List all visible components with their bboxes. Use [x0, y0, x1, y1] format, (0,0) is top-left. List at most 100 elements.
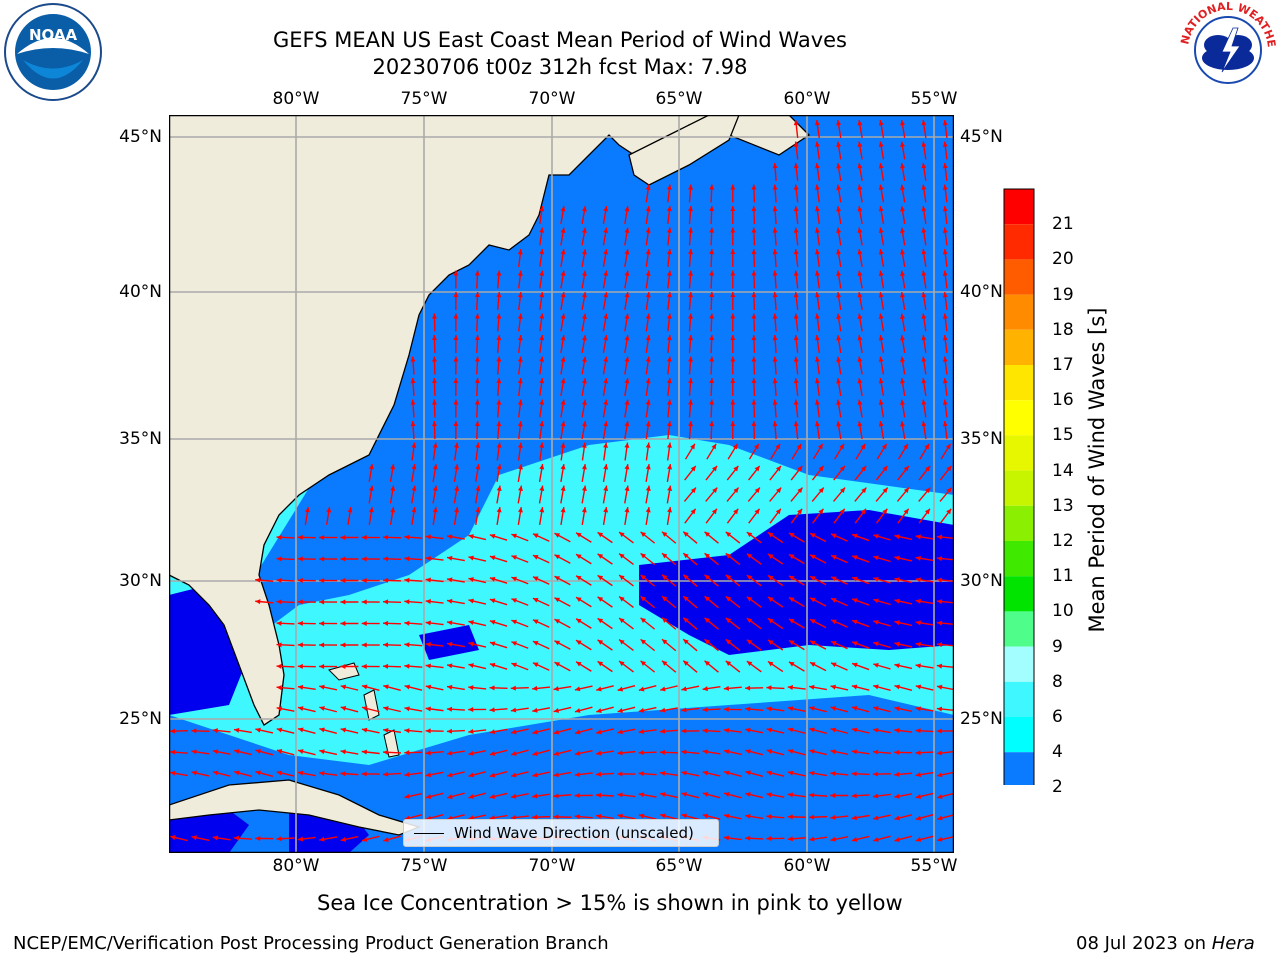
wind-arrow-head — [603, 292, 609, 298]
wind-arrow-head — [425, 642, 431, 648]
colorbar-segment — [1004, 365, 1034, 401]
wind-arrow-head — [532, 751, 538, 756]
wind-arrow-head — [659, 749, 666, 755]
wind-arrow-head — [921, 378, 927, 384]
wind-arrow-head — [882, 465, 888, 472]
wind-arrow-head — [340, 599, 346, 605]
wind-arrow-head — [517, 399, 523, 405]
wind-arrow-head — [255, 770, 261, 776]
wind-arrow-head — [857, 206, 863, 212]
wind-arrow-head — [942, 249, 948, 255]
wind-arrow-head — [447, 534, 453, 540]
wind-arrow-head — [921, 399, 927, 405]
wind-arrow-head — [640, 660, 647, 666]
wind-arrow-head — [903, 443, 908, 450]
wind-arrow-head — [711, 465, 718, 472]
wind-arrow-head — [830, 706, 837, 711]
wind-arrow-head — [903, 465, 909, 472]
wind-arrow-head — [900, 141, 906, 147]
credit-text: NCEP/EMC/Verification Post Processing Pr… — [13, 933, 609, 954]
wind-arrow-head — [468, 685, 474, 691]
wind-arrow-head — [881, 443, 887, 450]
wind-arrow-head — [474, 335, 480, 341]
wind-arrow-head — [730, 356, 736, 362]
wind-arrow-head — [404, 663, 410, 669]
wind-arrow-head — [361, 577, 367, 583]
wind-arrow-head — [298, 706, 304, 712]
wind-arrow-head — [924, 443, 930, 450]
wind-arrow-head — [617, 813, 623, 819]
wind-arrow-head — [772, 206, 778, 212]
wind-arrow-head — [404, 556, 410, 562]
wind-arrow-head — [581, 399, 587, 405]
wind-arrow-head — [767, 639, 774, 645]
wind-arrow-head — [751, 292, 757, 298]
wind-arrow-head — [532, 685, 538, 691]
wind-arrow-head — [915, 641, 921, 647]
wind-arrow-head — [532, 533, 539, 539]
wind-arrow-head — [619, 639, 625, 645]
colorbar-tick-label: 2 — [1052, 777, 1063, 798]
wind-arrow-head — [921, 249, 927, 255]
wind-arrow-head — [411, 485, 417, 491]
wind-arrow-head — [340, 556, 346, 562]
wind-arrow-head — [745, 813, 751, 819]
wind-arrow-head — [597, 575, 604, 581]
wind-arrow-head — [793, 378, 799, 384]
wind-arrow-head — [797, 487, 803, 494]
wind-arrow-head — [619, 553, 625, 559]
wind-arrow-head — [894, 749, 900, 755]
wind-arrow-head — [702, 728, 708, 734]
wind-arrow-head — [683, 639, 689, 645]
wind-arrow-head — [581, 270, 587, 276]
wind-arrow-head — [645, 356, 651, 362]
wind-arrow-head — [404, 599, 410, 605]
wind-arrow-head — [361, 534, 367, 540]
wind-arrow-head — [851, 749, 858, 755]
wind-arrow-head — [453, 292, 459, 298]
wind-arrow-head — [745, 727, 751, 733]
wind-arrow-head — [475, 464, 481, 470]
wind-arrow-head — [660, 707, 666, 713]
wind-arrow-head — [517, 292, 523, 298]
wind-arrow-head — [404, 577, 410, 583]
wind-arrow-head — [900, 421, 906, 427]
wind-arrow-head — [818, 465, 824, 472]
wind-arrow-head — [942, 313, 948, 319]
wind-arrow-head — [383, 620, 389, 626]
wind-arrow-head — [597, 532, 604, 538]
wind-arrow-head — [432, 485, 438, 491]
wind-arrow-head — [234, 770, 240, 776]
wind-arrow-head — [787, 770, 794, 776]
wind-arrow-head — [711, 443, 717, 450]
wind-arrow-head — [340, 663, 346, 669]
wind-arrow-head — [754, 487, 760, 494]
wind-arrow-head — [425, 620, 431, 626]
map-panel — [169, 115, 954, 853]
wind-arrow-head — [666, 335, 672, 341]
wind-arrow-head — [645, 335, 651, 341]
wind-arrow-head — [645, 378, 651, 384]
wind-arrow-head — [793, 399, 799, 405]
wind-arrow-head — [937, 794, 943, 799]
wind-arrow-head — [709, 313, 715, 319]
wind-arrow-head — [921, 292, 927, 298]
wind-arrow-head — [831, 576, 837, 582]
wind-arrow-head — [489, 641, 496, 647]
wind-arrow-head — [390, 485, 396, 491]
wind-arrow-head — [468, 534, 474, 540]
wind-arrow-head — [857, 335, 863, 341]
wind-arrow-head — [603, 356, 609, 362]
wind-arrow-head — [191, 770, 197, 776]
wind-arrow-head — [724, 792, 730, 797]
wind-arrow-head — [851, 815, 858, 821]
map-legend: Wind Wave Direction (unscaled) — [403, 819, 719, 847]
wind-arrow-head — [297, 534, 303, 540]
wind-arrow-head — [942, 184, 948, 190]
wind-arrow-head — [766, 792, 772, 798]
wind-arrow-head — [730, 378, 736, 384]
wind-arrow-head — [574, 729, 581, 735]
wind-arrow-head — [852, 662, 858, 668]
wind-arrow-head — [787, 685, 794, 691]
wind-arrow-head — [640, 617, 647, 623]
